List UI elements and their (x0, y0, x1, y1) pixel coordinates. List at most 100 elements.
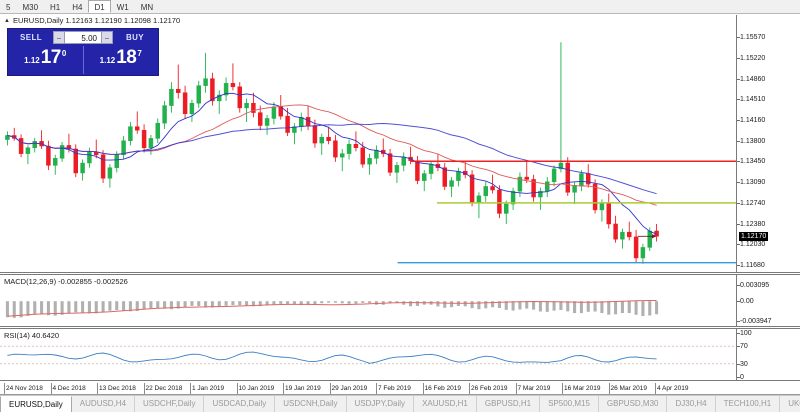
chart-tab-usdjpy-daily[interactable]: USDJPY,Daily (347, 396, 415, 412)
sell-button[interactable]: SELL (19, 33, 43, 42)
date-label: 7 Mar 2019 (517, 385, 551, 392)
toolbar-empty-space (159, 0, 800, 13)
date-tick (469, 383, 470, 394)
candlestick-chart (5, 42, 736, 264)
chart-tabbar: EURUSD,Daily AUDUSD,H4 USDCHF,Daily USDCAD,… (0, 395, 800, 412)
current-price-tick: 1.12170 (739, 232, 769, 242)
trade-panel-top-row: SELL – 5.00 – BUY (8, 29, 158, 46)
price-axis[interactable]: 1.15570 1.15220 1.14860 1.14510 1.14160 1.138… (736, 15, 800, 272)
timeframe-button-5[interactable]: 5 (6, 3, 11, 12)
macd-axis: 0.003095 0.00 -0.003947 (736, 275, 800, 326)
rsi-tick: 30 (737, 360, 748, 368)
price-pane[interactable]: 1.15570 1.15220 1.14860 1.14510 1.14160 1.138… (0, 15, 800, 273)
trade-panel-prices: 1.12 17 0 1.12 18 7 (8, 46, 158, 74)
chart-tab-gbpusd-m30[interactable]: GBPUSD,M30 (599, 396, 668, 412)
date-axis[interactable]: 24 Nov 2018 4 Dec 2018 13 Dec 2018 22 Dec 2… (0, 383, 800, 395)
price-tick: 1.13450 (736, 158, 766, 166)
volume-stepper[interactable]: – 5.00 – (53, 31, 113, 44)
chart-tab-eurusd-daily[interactable]: EURUSD,Daily (0, 396, 72, 412)
price-tick: 1.15570 (736, 34, 766, 41)
one-click-trade-panel[interactable]: SELL – 5.00 – BUY 1.12 17 0 1.12 (8, 29, 158, 75)
chart-tab-usdcad-daily[interactable]: USDCAD,Daily (204, 396, 276, 412)
sell-price-fraction: 0 (61, 49, 67, 58)
timeframe-button-w1[interactable]: W1 (116, 3, 129, 12)
timeframe-button-d1[interactable]: D1 (88, 0, 111, 13)
date-label: 1 Jan 2019 (192, 385, 225, 392)
collapse-arrow-icon[interactable]: ▲ (4, 17, 10, 24)
price-tick: 1.14860 (736, 75, 766, 83)
volume-increase-button[interactable]: – (101, 31, 113, 44)
sell-price[interactable]: 1.12 17 0 (8, 46, 83, 74)
chart-tab-tech100-h1[interactable]: TECH100,H1 (716, 396, 781, 412)
timeframe-toolbar: 5 M30 H1 H4 D1 W1 MN (0, 0, 800, 14)
chart-tab-audusd-h4[interactable]: AUDUSD,H4 (72, 396, 136, 412)
rsi-tick: 70 (737, 343, 748, 351)
chart-tab-uko[interactable]: UKO (780, 396, 800, 412)
date-label: 22 Dec 2018 (145, 385, 183, 392)
price-tick: 1.14160 (736, 116, 766, 124)
date-tick (329, 383, 331, 394)
price-tick: 1.13800 (736, 137, 766, 145)
date-tick (4, 383, 5, 394)
date-tick (376, 383, 377, 394)
chart-tab-xauusd-h1[interactable]: XAUUSD,H1 (414, 396, 477, 412)
date-label: 13 Dec 2018 (99, 385, 136, 392)
date-label: 24 Nov 2018 (6, 385, 43, 392)
buy-button[interactable]: BUY (125, 33, 145, 42)
macd-chart (5, 300, 659, 318)
price-tick: 1.12380 (736, 220, 766, 228)
macd-plot-area (0, 275, 736, 326)
date-tick (143, 383, 145, 394)
rsi-axis: 100 70 30 0 (736, 329, 800, 381)
buy-price-main: 18 (116, 47, 137, 68)
sell-price-prefix: 1.12 (24, 56, 40, 65)
volume-decrease-button[interactable]: – (53, 31, 65, 44)
macd-pane[interactable]: MACD(12,26,9) -0.002855 -0.002526 0.0030… (0, 274, 800, 327)
price-tick: 1.12030 (736, 241, 766, 249)
date-tick (562, 383, 563, 394)
buy-price-fraction: 7 (137, 49, 142, 58)
date-label: 4 Apr 2019 (657, 385, 689, 392)
date-tick (515, 383, 517, 394)
date-label: 26 Mar 2019 (610, 385, 648, 392)
rsi-tick: 0 (737, 374, 744, 381)
date-tick (283, 383, 284, 394)
chart-frame: 1.15570 1.15220 1.14860 1.14510 1.14160 1.138… (0, 15, 800, 383)
date-label: 19 Jan 2019 (285, 385, 321, 392)
rsi-pane[interactable]: RSI(14) 40.6420 100 70 30 0 (0, 328, 800, 381)
timeframe-button-h1[interactable]: H1 (50, 3, 61, 12)
macd-tick: 0.003095 (736, 282, 770, 289)
symbol-ohlc-header: ▲ EURUSD,Daily 1.12163 1.12190 1.12098 1… (4, 16, 180, 25)
rsi-plot-area (0, 329, 736, 380)
date-label: 4 Dec 2018 (52, 385, 86, 392)
chart-tab-dj30-h4[interactable]: DJ30,H4 (667, 396, 716, 412)
buy-price[interactable]: 1.12 18 7 (82, 46, 159, 74)
date-tick (50, 383, 52, 394)
date-label: 16 Feb 2019 (424, 385, 462, 392)
date-label: 10 Jan 2019 (238, 385, 275, 392)
buy-price-prefix: 1.12 (99, 56, 116, 65)
timeframe-button-m30[interactable]: M30 (22, 3, 39, 12)
date-tick (236, 383, 238, 394)
chart-tab-sp500-m15[interactable]: SP500,M15 (540, 396, 599, 412)
price-plot-area[interactable] (0, 15, 736, 272)
macd-tick: -0.003947 (737, 318, 772, 325)
sell-price-main: 17 (40, 47, 62, 68)
symbol-ohlc-text: EURUSD,Daily 1.12163 1.12190 1.12098 1.1… (12, 16, 181, 25)
timeframe-button-h4[interactable]: H4 (72, 3, 83, 12)
price-tick: 1.12740 (736, 199, 766, 207)
price-tick: 1.11680 (737, 262, 765, 269)
macd-tick: 0.00 (737, 298, 754, 306)
macd-label: MACD(12,26,9) -0.002855 -0.002526 (4, 277, 128, 286)
volume-input[interactable]: 5.00 (65, 31, 101, 44)
date-tick (655, 383, 656, 394)
chart-tab-usdcnh-daily[interactable]: USDCNH,Daily (275, 396, 347, 412)
chart-tab-gbpusd-h1[interactable]: GBPUSD,H1 (477, 396, 541, 412)
date-tick (190, 383, 191, 394)
price-tick: 1.13090 (736, 179, 766, 187)
timeframe-button-mn[interactable]: MN (140, 3, 154, 12)
chart-tab-usdchf-daily[interactable]: USDCHF,Daily (135, 396, 205, 412)
price-tick: 1.15220 (736, 54, 766, 62)
rsi-label: RSI(14) 40.6420 (4, 331, 60, 340)
